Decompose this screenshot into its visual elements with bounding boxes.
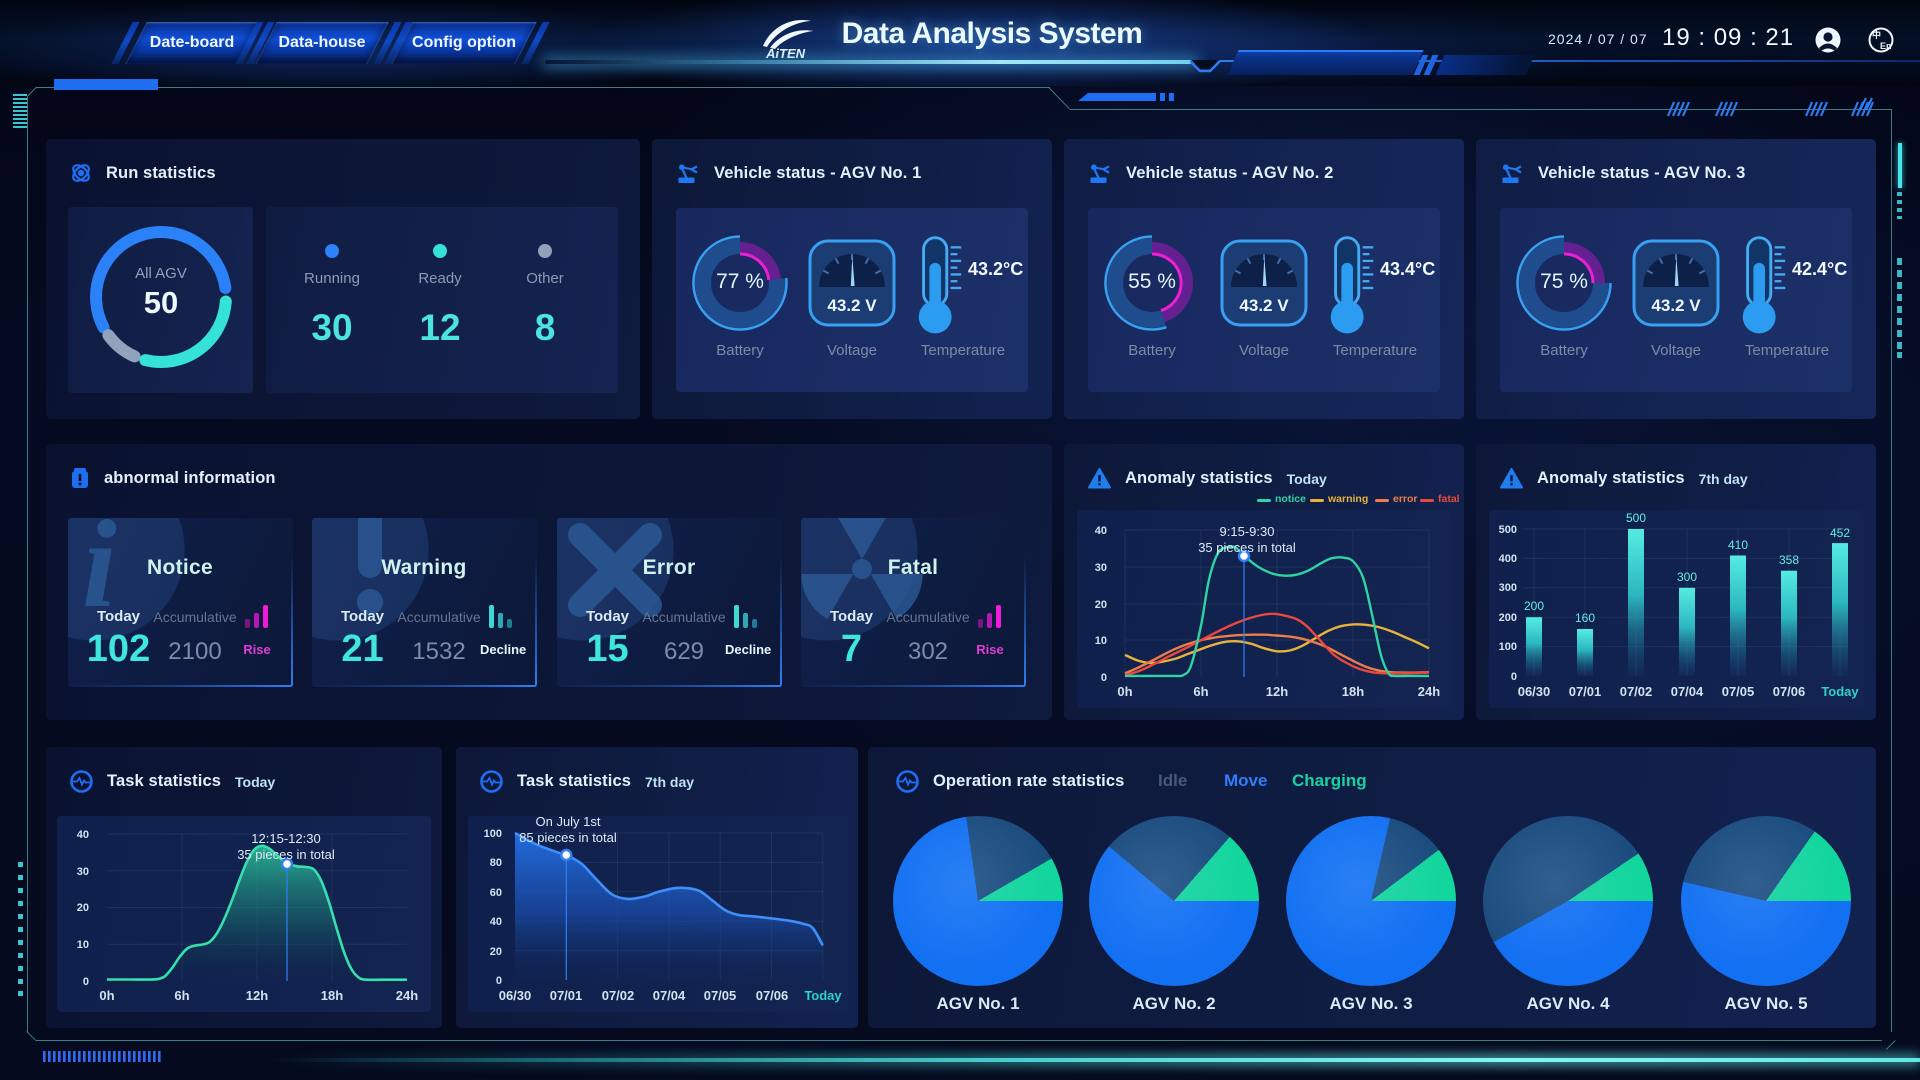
- svg-text:Today: Today: [804, 988, 842, 1003]
- svg-text:40: 40: [490, 916, 502, 928]
- svg-text:07/05: 07/05: [704, 988, 737, 1003]
- svg-text:10: 10: [77, 939, 89, 951]
- svg-text:35 pieces in total: 35 pieces in total: [1198, 540, 1296, 555]
- svg-text:40: 40: [77, 829, 89, 841]
- svg-text:24h: 24h: [396, 988, 418, 1003]
- svg-text:18h: 18h: [321, 988, 343, 1003]
- svg-text:300: 300: [1499, 582, 1517, 594]
- svg-text:18h: 18h: [1342, 684, 1364, 699]
- svg-text:12h: 12h: [1266, 684, 1288, 699]
- svg-text:60: 60: [490, 887, 502, 899]
- svg-text:0h: 0h: [1117, 684, 1132, 699]
- svg-text:Today: Today: [1821, 684, 1859, 699]
- svg-text:40: 40: [1095, 525, 1107, 537]
- svg-text:07/01: 07/01: [550, 988, 583, 1003]
- svg-text:43.2 V: 43.2 V: [827, 296, 877, 315]
- svg-text:43.2 V: 43.2 V: [1651, 296, 1701, 315]
- svg-text:300: 300: [1677, 570, 1697, 584]
- svg-text:85 pieces in total: 85 pieces in total: [519, 830, 617, 845]
- svg-text:0: 0: [1101, 672, 1107, 684]
- svg-text:20: 20: [77, 902, 89, 914]
- svg-text:0: 0: [83, 976, 89, 988]
- svg-text:100: 100: [484, 828, 502, 840]
- svg-text:43.2 V: 43.2 V: [1239, 296, 1289, 315]
- svg-text:30: 30: [77, 866, 89, 878]
- svg-text:400: 400: [1499, 553, 1517, 565]
- svg-text:160: 160: [1575, 611, 1595, 625]
- svg-text:80: 80: [490, 857, 502, 869]
- svg-text:07/06: 07/06: [756, 988, 789, 1003]
- svg-text:410: 410: [1728, 538, 1748, 552]
- svg-text:0h: 0h: [99, 988, 114, 1003]
- svg-text:07/05: 07/05: [1722, 684, 1755, 699]
- svg-text:6h: 6h: [1193, 684, 1208, 699]
- svg-text:07/06: 07/06: [1773, 684, 1806, 699]
- svg-text:6h: 6h: [174, 988, 189, 1003]
- svg-text:06/30: 06/30: [1518, 684, 1551, 699]
- svg-text:500: 500: [1499, 524, 1517, 536]
- svg-text:0: 0: [496, 975, 502, 987]
- svg-text:AiTEN: AiTEN: [765, 46, 806, 61]
- svg-text:100: 100: [1499, 641, 1517, 653]
- svg-text:12h: 12h: [246, 988, 268, 1003]
- svg-text:On July 1st: On July 1st: [535, 816, 600, 829]
- svg-text:200: 200: [1499, 612, 1517, 624]
- svg-text:07/02: 07/02: [1620, 684, 1653, 699]
- svg-text:0: 0: [1511, 671, 1517, 683]
- svg-text:10: 10: [1095, 635, 1107, 647]
- svg-text:07/02: 07/02: [602, 988, 635, 1003]
- svg-text:358: 358: [1779, 553, 1799, 567]
- svg-text:En: En: [1880, 41, 1892, 51]
- svg-text:06/30: 06/30: [499, 988, 532, 1003]
- svg-text:07/04: 07/04: [1671, 684, 1704, 699]
- svg-text:452: 452: [1830, 526, 1850, 540]
- svg-text:12:15-12:30: 12:15-12:30: [251, 831, 320, 846]
- svg-text:9:15-9:30: 9:15-9:30: [1220, 524, 1275, 539]
- svg-text:30: 30: [1095, 562, 1107, 574]
- svg-text:500: 500: [1626, 511, 1646, 525]
- svg-text:20: 20: [1095, 599, 1107, 611]
- svg-text:35 pieces in total: 35 pieces in total: [237, 847, 335, 862]
- svg-text:中: 中: [1872, 29, 1881, 40]
- svg-text:200: 200: [1524, 599, 1544, 613]
- svg-text:24h: 24h: [1418, 684, 1440, 699]
- svg-text:07/04: 07/04: [653, 988, 686, 1003]
- svg-text:07/01: 07/01: [1569, 684, 1602, 699]
- svg-text:20: 20: [490, 946, 502, 958]
